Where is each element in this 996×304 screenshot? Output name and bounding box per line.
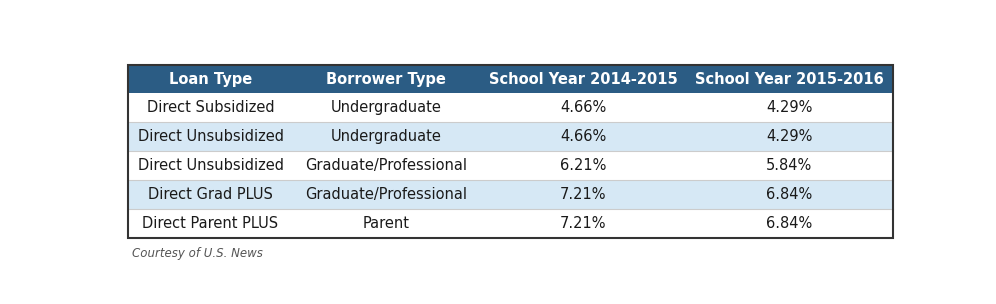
Text: Loan Type: Loan Type [169, 71, 252, 87]
Bar [128, 122, 892, 151]
Text: Courtesy of U.S. News: Courtesy of U.S. News [132, 247, 263, 260]
Text: Undergraduate: Undergraduate [331, 100, 441, 116]
Text: 7.21%: 7.21% [560, 187, 607, 202]
Text: 4.29%: 4.29% [766, 129, 813, 144]
Bar [128, 180, 892, 209]
Bar [128, 93, 892, 122]
Text: Direct Unsubsidized: Direct Unsubsidized [137, 158, 284, 173]
Text: School Year 2014-2015: School Year 2014-2015 [489, 71, 677, 87]
Text: Direct Parent PLUS: Direct Parent PLUS [142, 216, 279, 231]
Bar [128, 151, 892, 180]
Text: Undergraduate: Undergraduate [331, 129, 441, 144]
Text: 4.66%: 4.66% [560, 129, 607, 144]
Text: Direct Grad PLUS: Direct Grad PLUS [148, 187, 273, 202]
Text: 7.21%: 7.21% [560, 216, 607, 231]
Text: Direct Subsidized: Direct Subsidized [146, 100, 274, 116]
Text: 6.84%: 6.84% [766, 187, 813, 202]
Text: Graduate/Professional: Graduate/Professional [305, 187, 467, 202]
Text: 5.84%: 5.84% [766, 158, 813, 173]
Bar [128, 64, 892, 238]
Text: School Year 2015-2016: School Year 2015-2016 [695, 71, 883, 87]
Text: Parent: Parent [363, 216, 409, 231]
Text: Direct Unsubsidized: Direct Unsubsidized [137, 129, 284, 144]
Text: Graduate/Professional: Graduate/Professional [305, 158, 467, 173]
Text: 4.66%: 4.66% [560, 100, 607, 116]
Bar [128, 64, 892, 93]
Bar [128, 209, 892, 238]
Text: Borrower Type: Borrower Type [327, 71, 446, 87]
Text: 6.21%: 6.21% [560, 158, 607, 173]
Text: 4.29%: 4.29% [766, 100, 813, 116]
Text: 6.84%: 6.84% [766, 216, 813, 231]
